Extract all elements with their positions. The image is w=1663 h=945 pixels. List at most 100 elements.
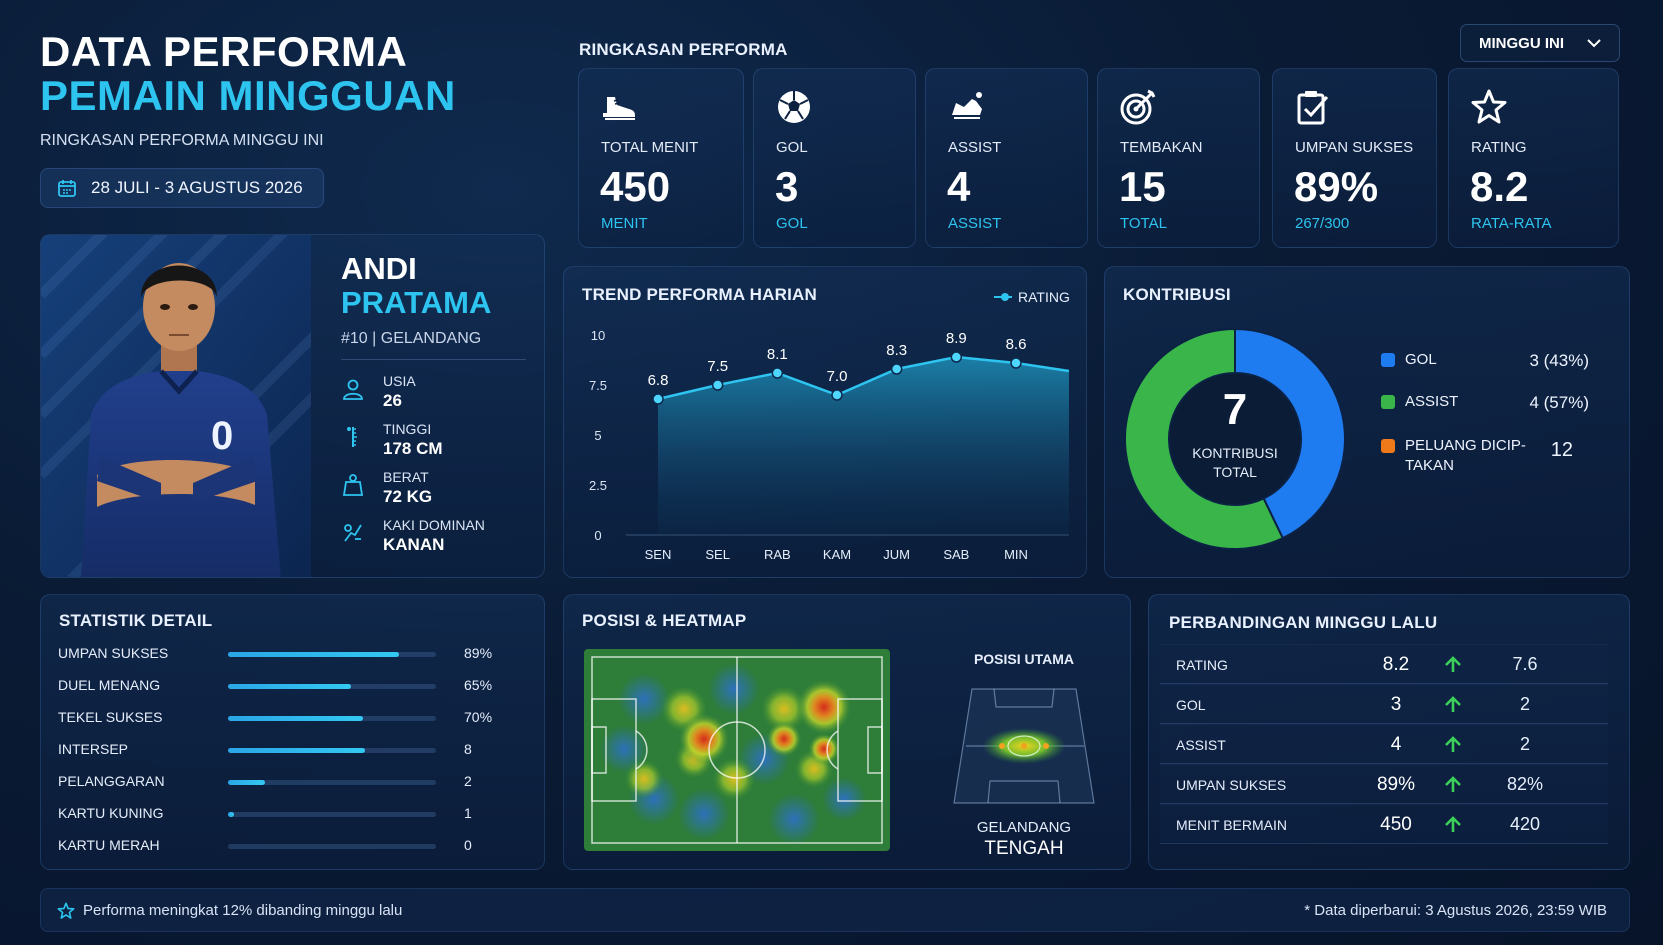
star-icon [1471, 89, 1507, 124]
data-point[interactable] [1010, 357, 1022, 369]
comparison-table: RATING 8.2 7.6 GOL 3 2 ASSIST 4 2 UMPAN SUKSES 89%… [1160, 644, 1608, 844]
data-point[interactable] [771, 367, 784, 379]
series-area-rating [658, 357, 1069, 535]
comparison-previous: 2 [1519, 694, 1530, 714]
kpi-card-rating: RATING 8.2 RATA-RATA [1448, 68, 1619, 248]
stat-bar-track [228, 684, 436, 689]
arrow-up-icon [1445, 696, 1461, 712]
page-subtitle: RINGKASAN PERFORMA MINGGU INI [40, 132, 324, 149]
page-title-line-1: DATA PERFORMA [40, 28, 408, 75]
stat-label: KARTU MERAH [58, 837, 160, 853]
stat-bar-fill [228, 684, 351, 689]
summary-title: RINGKASAN PERFORMA [579, 40, 788, 59]
trend-title: TREND PERFORMA HARIAN [582, 285, 817, 304]
comparison-current: 8.2 [1382, 654, 1410, 675]
stat-row: INTERSEP 8 [58, 738, 498, 762]
comparison-label: GOL [1176, 697, 1206, 713]
stat-value: 65% [464, 677, 493, 693]
main-position-title: POSISI UTAMA [973, 651, 1075, 667]
legend-marker [994, 293, 1012, 301]
data-label: 8.9 [946, 330, 967, 347]
legend-swatch-chances [1381, 439, 1395, 453]
kpi-label: ASSIST [948, 139, 1002, 156]
stat-value: 89% [464, 645, 493, 661]
comparison-current: 89% [1376, 774, 1416, 795]
data-label: 6.8 [648, 372, 669, 389]
period-dropdown-value: MINGGU INI [1479, 34, 1564, 52]
stat-bar-fill [228, 748, 366, 753]
period-dropdown[interactable]: MINGGU INI [1460, 24, 1620, 62]
stat-row: KARTU KUNING 1 [58, 802, 498, 826]
x-tick-label: JUM [883, 547, 910, 562]
player-last-name: PRATAMA [341, 285, 492, 320]
star-icon [57, 902, 75, 919]
stat-bar-track [228, 844, 436, 849]
comparison-label: ASSIST [1176, 737, 1226, 753]
footer-bar: Performa meningkat 12% dibanding minggu … [40, 888, 1630, 932]
height-icon [347, 427, 357, 447]
data-point[interactable] [950, 351, 963, 363]
legend-value-chances: 12 [1550, 439, 1573, 461]
stat-row: TEKEL SUKSES 70% [58, 706, 498, 730]
kpi-label: RATING [1471, 139, 1527, 156]
player-number-role: #10 | GELANDANG [341, 330, 482, 347]
boot-icon [603, 97, 635, 120]
legend-label-chances-2: TAKAN [1405, 457, 1454, 474]
footer-updated: * Data diperbarui: 3 Agustus 2026, 23:59… [1304, 902, 1607, 919]
heatmap-card: POSISI & HEATMAP POSISI UTAMA [563, 594, 1131, 870]
player-first-name: ANDI [341, 251, 417, 286]
data-point[interactable] [890, 363, 903, 375]
data-point[interactable] [831, 389, 843, 401]
stat-bar-track [228, 812, 436, 817]
position-line-2: TENGAH [984, 838, 1064, 859]
stat-row: KARTU MERAH 0 [58, 834, 498, 858]
x-tick-label: KAM [823, 547, 851, 562]
shoe-icon [952, 92, 982, 119]
stat-value: 1 [464, 805, 472, 821]
donut-slice-gol[interactable] [1234, 327, 1346, 540]
kpi-value: 3 [775, 163, 799, 210]
user-icon [343, 379, 363, 400]
donut-slice-assist[interactable] [1124, 327, 1285, 550]
legend-value-assists: 4 (57%) [1529, 393, 1589, 412]
weight-icon [342, 474, 364, 496]
kpi-value: 450 [600, 163, 671, 210]
stat-label: KARTU KUNING [58, 805, 164, 821]
stat-bar-fill [228, 716, 364, 721]
donut-center-label-1: KONTRIBUSI [1192, 445, 1278, 461]
kpi-unit: GOL [776, 215, 808, 232]
kpi-unit: RATA-RATA [1471, 215, 1552, 232]
stat-label: PELANGGARAN [58, 773, 165, 789]
comparison-previous: 7.6 [1512, 654, 1538, 674]
legend-swatch-goals [1381, 353, 1395, 367]
trend-chart: 0 2.5 5 7.5 10 6.8 SEN 7.5 SEL 8.1 RAB 7.0 KAM 8.3 JUM… [589, 328, 1070, 562]
stat-bar-track [228, 748, 436, 753]
date-range-pill[interactable]: 28 JULI - 3 AGUSTUS 2026 [40, 168, 324, 208]
data-label: 7.0 [827, 368, 848, 385]
kpi-unit: TOTAL [1120, 215, 1167, 232]
data-point[interactable] [652, 393, 664, 405]
ball-icon [778, 91, 810, 123]
player-photo: 0 [41, 235, 311, 577]
stat-row: DUEL MENANG 65% [58, 674, 498, 698]
y-tick-label: 7.5 [589, 378, 607, 393]
arrow-up-icon [1445, 656, 1461, 672]
stat-bar-fill [228, 652, 399, 657]
series-line-rating [657, 355, 1070, 401]
kpi-label: GOL [776, 139, 808, 156]
arrow-up-icon [1445, 816, 1461, 832]
kpi-card-total-minutes: TOTAL MENIT 450 MENIT [578, 68, 744, 248]
legend-label-assists: ASSIST [1405, 393, 1459, 410]
comparison-current: 450 [1380, 814, 1412, 835]
stats-card: STATISTIK DETAIL [40, 594, 545, 870]
stat-label: TEKEL SUKSES [58, 709, 163, 725]
y-tick-label: 5 [594, 428, 601, 443]
data-point[interactable] [711, 379, 724, 391]
shirt-number: 0 [211, 414, 233, 458]
stat-bar-track [228, 716, 436, 721]
kpi-card-pass-success: UMPAN SUKSES 89% 267/300 [1272, 68, 1437, 248]
position-line-1: GELANDANG [976, 819, 1072, 836]
stat-value: 70% [464, 709, 493, 725]
x-tick-label: SEL [705, 547, 730, 562]
comparison-label: RATING [1176, 657, 1228, 673]
